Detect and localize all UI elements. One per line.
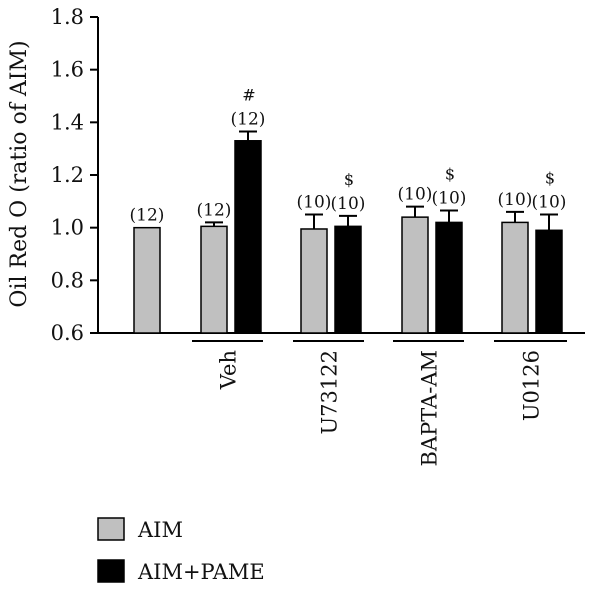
bar-aim bbox=[501, 221, 529, 334]
bars bbox=[133, 130, 563, 334]
legend-swatch bbox=[97, 559, 125, 583]
n-label: (10) bbox=[532, 193, 567, 213]
significance-marker: $ bbox=[545, 169, 555, 188]
y-tick-label: 1.4 bbox=[51, 110, 84, 134]
legend-swatch bbox=[97, 517, 125, 541]
significance-marker: $ bbox=[344, 170, 354, 189]
n-label: (10) bbox=[498, 190, 533, 210]
annotations: (12) (12)(12)#(10) (10)$(10) (10)$(10) (10)$ bbox=[130, 86, 567, 226]
y-tick-label: 1.0 bbox=[51, 216, 84, 240]
n-label: (10) bbox=[432, 189, 467, 209]
significance-marker: $ bbox=[445, 165, 455, 184]
y-tick-label: 1.6 bbox=[51, 58, 84, 82]
bar-aim-pame bbox=[334, 225, 362, 334]
bar-aim-pame bbox=[435, 221, 463, 334]
bar-aim-pame bbox=[234, 140, 262, 334]
group-labels: Veh U73122 BAPTA-AM U0126 bbox=[192, 340, 567, 467]
group-label: U0126 bbox=[520, 350, 544, 421]
bar-aim bbox=[300, 228, 328, 334]
bar-aim-pame bbox=[535, 229, 563, 334]
y-tick-label: 1.8 bbox=[51, 5, 84, 29]
n-label: (10) bbox=[331, 194, 366, 214]
y-tick-label: 0.6 bbox=[51, 321, 84, 345]
y-tick-label: 1.2 bbox=[51, 163, 84, 187]
legend: AIM AIM+PAME bbox=[97, 517, 265, 584]
bar-aim bbox=[401, 216, 429, 334]
n-label: (10) bbox=[398, 185, 433, 205]
y-axis-label: Oil Red O (ratio of AIM) bbox=[7, 40, 32, 307]
bar-aim bbox=[200, 225, 228, 334]
legend-label: AIM bbox=[137, 518, 183, 542]
bar-aim bbox=[133, 226, 161, 334]
group-label: Veh bbox=[217, 350, 241, 390]
group-label: U73122 bbox=[318, 350, 342, 435]
n-label: (10) bbox=[297, 193, 332, 213]
n-label: (12) bbox=[197, 200, 232, 220]
n-label: (12) bbox=[231, 110, 266, 130]
significance-marker: # bbox=[242, 86, 255, 105]
y-ticks: 0.6 0.8 1.0 1.2 1.4 1.6 1.8 bbox=[51, 5, 98, 345]
group-label: BAPTA-AM bbox=[418, 350, 442, 467]
legend-label: AIM+PAME bbox=[137, 560, 265, 584]
y-tick-label: 0.8 bbox=[51, 268, 84, 292]
n-label: (12) bbox=[130, 206, 165, 226]
